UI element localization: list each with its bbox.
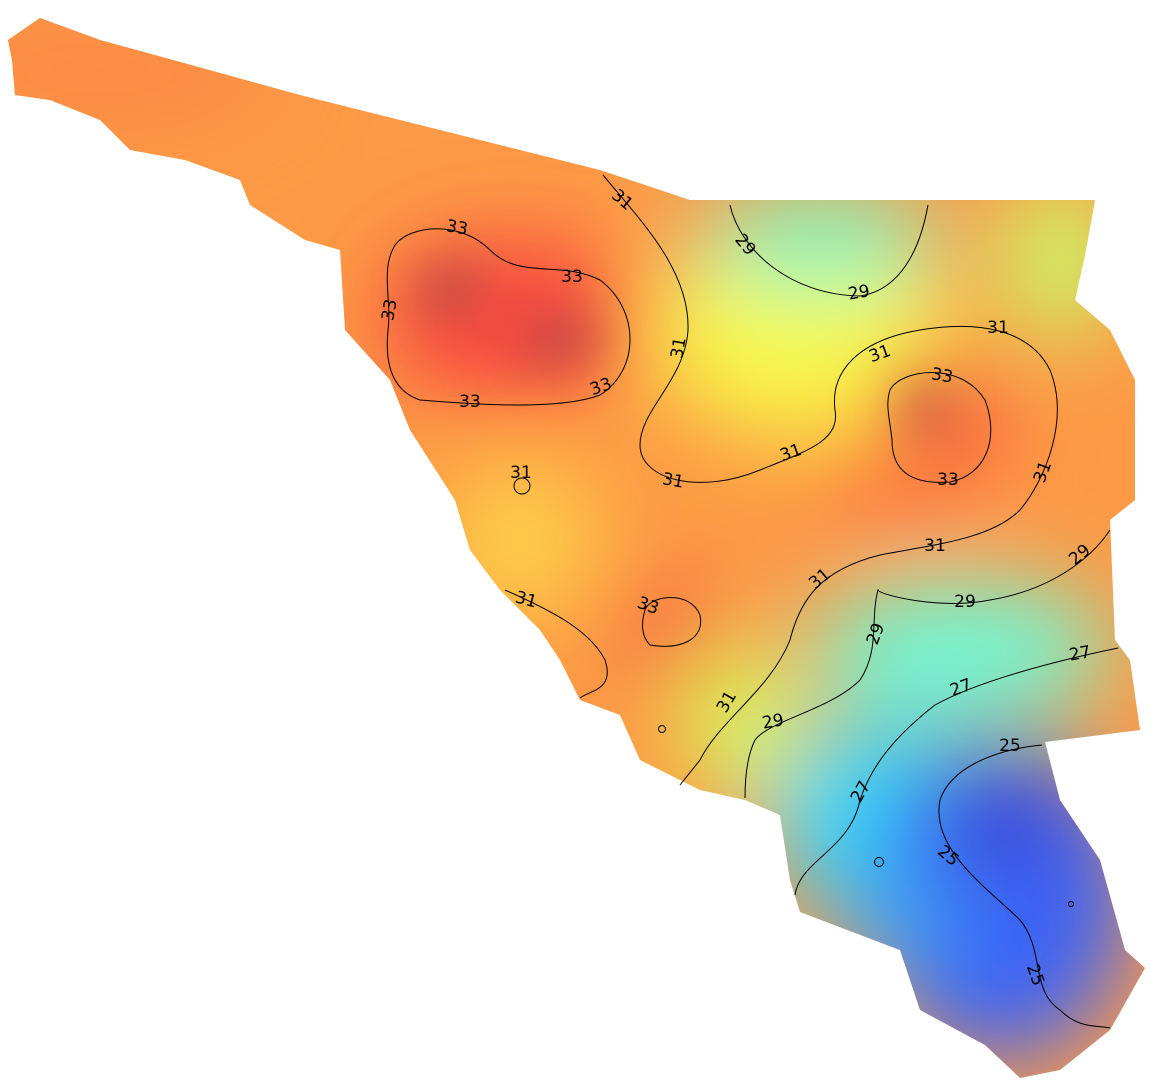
contour-line [513,477,531,495]
contour-line [938,744,1111,1029]
contour-line [874,857,884,867]
contour-line [729,204,929,297]
contour-label: 31 [924,536,946,556]
contour-label: 29 [761,710,786,733]
contour-label: 33 [378,298,401,323]
contour-line [744,529,1111,799]
contour-lines [386,174,1119,1029]
contour-label: 29 [847,281,872,304]
contour-label: 33 [561,267,583,287]
contour-label: 29 [954,592,976,612]
contour-line [504,589,608,699]
contour-line [794,647,1119,896]
contour-line [887,372,992,483]
contour-label: 31 [987,318,1009,338]
contour-label: 33 [930,364,955,387]
contour-label: 33 [937,470,959,490]
contour-label: 33 [459,392,481,412]
contour-line [602,174,1058,786]
contour-line [642,597,702,647]
contour-label: 31 [510,463,532,483]
contour-line [386,228,631,406]
contour-label: 31 [667,336,690,361]
contour-line [1068,901,1074,907]
contour-label: 27 [1068,642,1093,665]
contour-label: 31 [661,469,686,492]
contour-label: 33 [445,216,470,239]
contour-line [658,725,666,733]
contour-label: 25 [999,736,1021,756]
